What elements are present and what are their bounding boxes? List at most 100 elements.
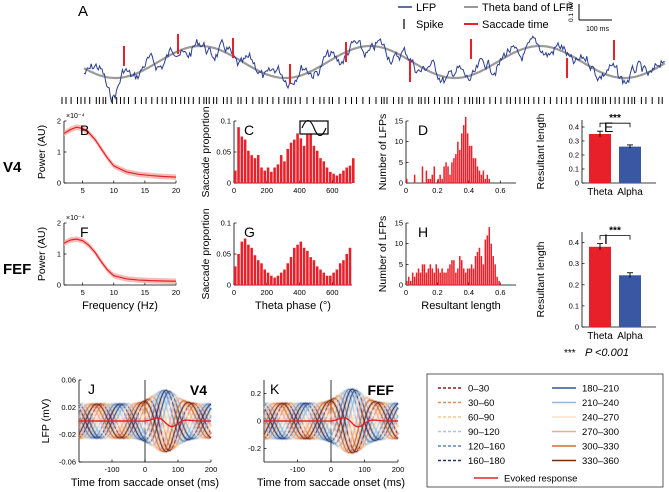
panel-letter: F [80,224,89,240]
histogram-bar [443,272,445,285]
saccade-markers [123,34,615,84]
x-tick-label: 200 [205,465,218,474]
histogram-bar [247,150,250,183]
legend-label: 330–360 [582,456,619,467]
histogram-bar [276,275,280,285]
histogram-bar [253,158,257,183]
histogram-bar [263,170,267,183]
histogram-bar [299,138,303,183]
x-tick-label: -100 [104,465,119,474]
histogram-bar [302,247,306,285]
bar-alpha [619,275,641,327]
histogram-bar [441,268,443,285]
histogram-bar [335,175,339,183]
histogram-bar [415,272,418,285]
y-tick-label: 15 [395,117,403,126]
histogram-bar [466,133,469,183]
x-tick-label: 15 [141,288,149,297]
histogram-bar [263,269,267,285]
y-tick-label: 10 [395,137,403,146]
spike-raster [61,97,663,104]
histogram-bar [441,178,443,183]
histogram-bar [319,269,322,285]
significance-stars: *** [609,226,621,237]
y-tick-label: 1 [57,250,61,259]
scalebar-time-label: 100 ms [586,26,609,33]
x-tick-label: 0.4 [464,288,474,297]
stats-note-stars: *** [564,348,576,359]
histogram-bar [482,170,485,183]
histogram-bar [413,174,416,183]
histogram-bar [453,158,455,183]
legend-label: 210–240 [582,398,619,409]
histogram-bar [476,166,479,183]
phase-legend: 0–30 30–60 60–90 90–120 120–160 160–180 180–21… [426,373,664,488]
histogram-bar [260,167,263,183]
y-tick-label: 0 [575,323,579,332]
histogram-bar [433,166,436,183]
legend-spike-label: Spike [416,19,444,31]
significance-stars: *** [609,113,621,124]
histogram-bar [293,247,296,285]
histogram-bar [335,269,339,285]
histogram-bar [427,268,430,285]
x-tick-label: 20 [172,288,180,297]
panel-letter: E [604,119,613,135]
phase-trace [78,390,212,444]
x-tick-label: 600 [326,186,339,195]
histogram-bar [243,238,247,285]
power-line [63,126,177,178]
histogram-bar [455,154,457,183]
y-tick-label: 2 [57,219,61,228]
histogram-bar [437,178,439,183]
histogram-bar [260,263,263,285]
histogram-bar [234,266,237,285]
histogram-bar [462,268,465,285]
histogram-bar [276,164,280,183]
y-tick-label: 5 [399,158,403,167]
legend-label: 180–210 [582,384,619,395]
histogram-bar [289,257,293,285]
x-axis-label: Theta phase (°) [255,300,331,312]
y-tick-label: 0.06 [61,376,76,385]
histogram-bar [325,275,329,285]
histogram-bar [470,264,473,285]
y-axis-label: Number of LFPs [377,114,389,190]
phase-trace [263,399,399,454]
histogram-bar [270,171,273,183]
y-tick-label: 2 [57,117,61,126]
histogram-bar [437,268,439,285]
histogram-bar [445,162,447,183]
histogram-bar [439,272,441,285]
histogram-bar [492,256,494,285]
panel-a: A LFP Theta band of LFP Spike Saccade ti… [61,1,666,104]
histogram-bar [423,264,426,285]
histogram-bar [279,155,283,183]
phase-trace [263,399,399,454]
histogram-bar [480,256,483,285]
histogram-bar [345,167,349,183]
bar-alpha [619,146,641,183]
x-tick-label: 10 [110,288,118,297]
panel-e: 0 0.1 0.2 0.3 0.4 Theta Alpha ***E Resultant len… [535,113,656,198]
legend-theta-label: Theta band of LFP [482,2,573,14]
histogram-bar [312,260,316,285]
histogram-bar [496,276,498,285]
y-tick-label: 0 [257,417,261,426]
y-tick-label: 0.1 [221,219,231,228]
y-tick-label: 0.2 [251,389,261,398]
histogram-bar [338,263,342,285]
histogram-bar [286,263,290,285]
y-tick-label: 0.02 [61,403,76,412]
x-tick-label: 0.2 [432,288,442,297]
histogram-bar [421,166,424,183]
histogram-bar [459,256,461,285]
histogram-bar [461,260,463,285]
histogram-bar [329,171,332,183]
x-tick-label: 0.6 [495,288,505,297]
y-axis-label: Saccade proportion [200,208,212,299]
panel-letter: D [418,122,428,138]
histogram-bar [476,251,479,285]
legend-label: 120–160 [468,442,505,453]
